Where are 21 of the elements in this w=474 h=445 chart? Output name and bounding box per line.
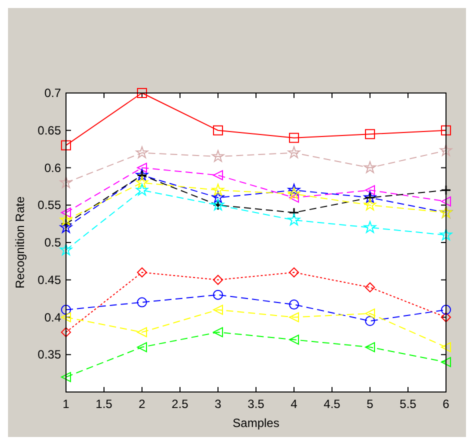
x-tick-label: 3 [214,397,222,411]
y-tick-label: 0.55 [38,198,62,212]
x-tick-label: 4.5 [324,397,341,411]
x-tick-label: 5 [366,397,374,411]
y-axis-title: Recognition Rate [13,196,27,289]
x-tick-label: 2.5 [172,397,189,411]
y-tick-label: 0.45 [38,272,62,287]
x-tick-label: 4 [290,397,298,411]
x-tick-label: 5.5 [400,397,417,411]
y-tick-label: 0.6 [44,160,62,175]
y-tick-label: 0.4 [44,310,62,324]
y-tick-label: 0.7 [44,86,62,100]
y-tick-label: 0.5 [44,236,62,250]
x-tick-label: 6 [442,397,450,411]
x-axis-title: Samples [232,416,280,430]
x-tick-label: 3.5 [248,397,265,411]
x-tick-label: 1 [62,397,70,411]
x-tick-label: 1.5 [96,397,113,411]
y-tick-label: 0.35 [38,348,62,362]
x-tick-label: 2 [138,397,146,411]
y-tick-label: 0.65 [38,123,62,138]
